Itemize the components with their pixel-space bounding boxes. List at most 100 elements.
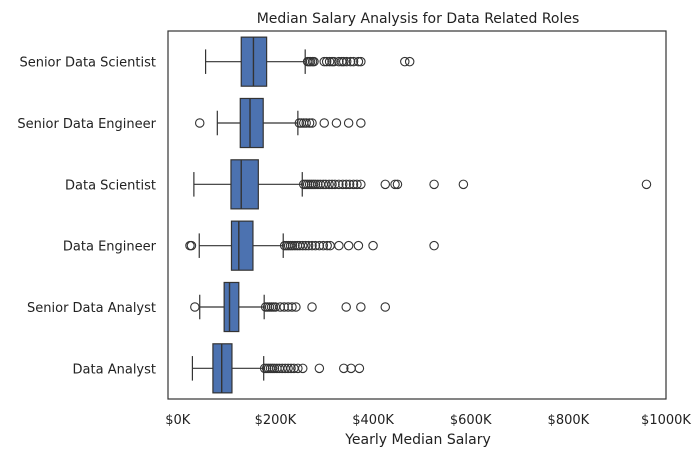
outlier-point (322, 240, 332, 251)
outlier-point (341, 179, 351, 190)
chart-title: Median Salary Analysis for Data Related … (257, 11, 580, 27)
outlier-point (324, 56, 335, 67)
outlier-point (341, 56, 352, 67)
outlier-point (329, 56, 339, 67)
outlier-point (338, 179, 348, 190)
outlier-point (344, 179, 355, 190)
outlier-point (307, 240, 317, 251)
outlier-point (400, 56, 410, 67)
outlier-point (341, 302, 351, 312)
x-tick-label: $200K (255, 413, 297, 428)
outlier-point (356, 56, 366, 67)
outlier-point (303, 240, 314, 251)
box-group (190, 281, 391, 333)
outlier-point (190, 302, 200, 312)
box-group (194, 97, 366, 149)
iqr-box (230, 159, 259, 210)
outlier-point (307, 302, 317, 312)
x-tick-label: $0K (165, 413, 191, 428)
outlier-point (194, 118, 205, 128)
outlier-point (330, 179, 340, 190)
outlier-point (291, 302, 301, 312)
outlier-point (314, 240, 325, 251)
x-tick-label: $1000K (641, 413, 691, 428)
outlier-point (334, 240, 344, 251)
outlier-point (314, 363, 325, 374)
boxes-layer (185, 36, 652, 394)
outlier-point (293, 363, 303, 374)
outlier-point (380, 302, 391, 312)
outlier-point (290, 240, 300, 251)
y-tick-label: Senior Data Engineer (17, 117, 156, 132)
y-axis-tick-labels: Senior Data Scientist Senior Data Enginee… (17, 56, 156, 378)
iqr-box (212, 343, 233, 394)
x-axis-label: Yearly Median Salary (344, 432, 491, 448)
outlier-point (343, 118, 354, 128)
iqr-box (230, 220, 254, 271)
x-tick-label: $800K (548, 413, 590, 428)
outlier-point (186, 240, 197, 251)
iqr-box (239, 97, 264, 149)
outlier-point (287, 302, 297, 312)
outlier-point (429, 179, 439, 190)
outlier-point (313, 179, 323, 190)
y-tick-label: Data Engineer (63, 240, 157, 255)
outlier-point (348, 56, 359, 67)
box-group (204, 36, 415, 87)
iqr-box (223, 281, 240, 333)
outlier-point (345, 56, 356, 67)
box-group (193, 159, 652, 210)
y-tick-label: Senior Data Scientist (19, 56, 156, 71)
outlier-point (283, 363, 293, 374)
box-group (185, 220, 439, 271)
outlier-point (380, 179, 391, 190)
outlier-point (348, 179, 359, 190)
outlier-point (334, 56, 344, 67)
outlier-point (310, 179, 321, 190)
plot-area-frame (167, 30, 667, 400)
outlier-point (279, 302, 289, 312)
outlier-point (318, 240, 329, 251)
outlier-point (307, 118, 317, 128)
outlier-point (309, 56, 319, 67)
outlier-point (300, 240, 311, 251)
outlier-point (339, 363, 349, 374)
outlier-point (324, 179, 334, 190)
outlier-point (429, 240, 439, 251)
outlier-point (320, 179, 331, 190)
outlier-point (319, 56, 329, 67)
outlier-point (269, 363, 280, 374)
y-tick-label: Data Analyst (73, 362, 156, 377)
outlier-point (301, 118, 311, 128)
x-axis-tick-labels: $0K $200K $400K $600K $800K $1000K (165, 413, 691, 428)
y-tick-label: Data Scientist (65, 178, 156, 193)
outlier-point (310, 240, 321, 251)
outlier-point (353, 56, 364, 67)
outlier-point (354, 363, 365, 374)
outlier-point (286, 363, 296, 374)
outlier-point (334, 179, 344, 190)
outlier-point (641, 179, 652, 190)
outlier-point (458, 179, 469, 190)
outlier-point (356, 179, 366, 190)
outlier-point (356, 302, 366, 312)
outlier-point (283, 302, 293, 312)
outlier-point (298, 363, 308, 374)
outlier-point (352, 179, 362, 190)
outlier-point (404, 56, 415, 67)
outlier-point (353, 240, 364, 251)
outlier-point (343, 240, 354, 251)
outlier-point (339, 56, 349, 67)
outlier-point (319, 118, 329, 128)
outlier-point (287, 240, 298, 251)
outlier-point (275, 302, 286, 312)
outlier-point (321, 56, 332, 67)
box-group (191, 343, 365, 394)
outlier-point (390, 179, 400, 190)
x-tick-label: $600K (450, 413, 492, 428)
outlier-point (304, 118, 315, 128)
y-tick-label: Senior Data Analyst (27, 301, 156, 316)
outlier-point (298, 240, 308, 251)
